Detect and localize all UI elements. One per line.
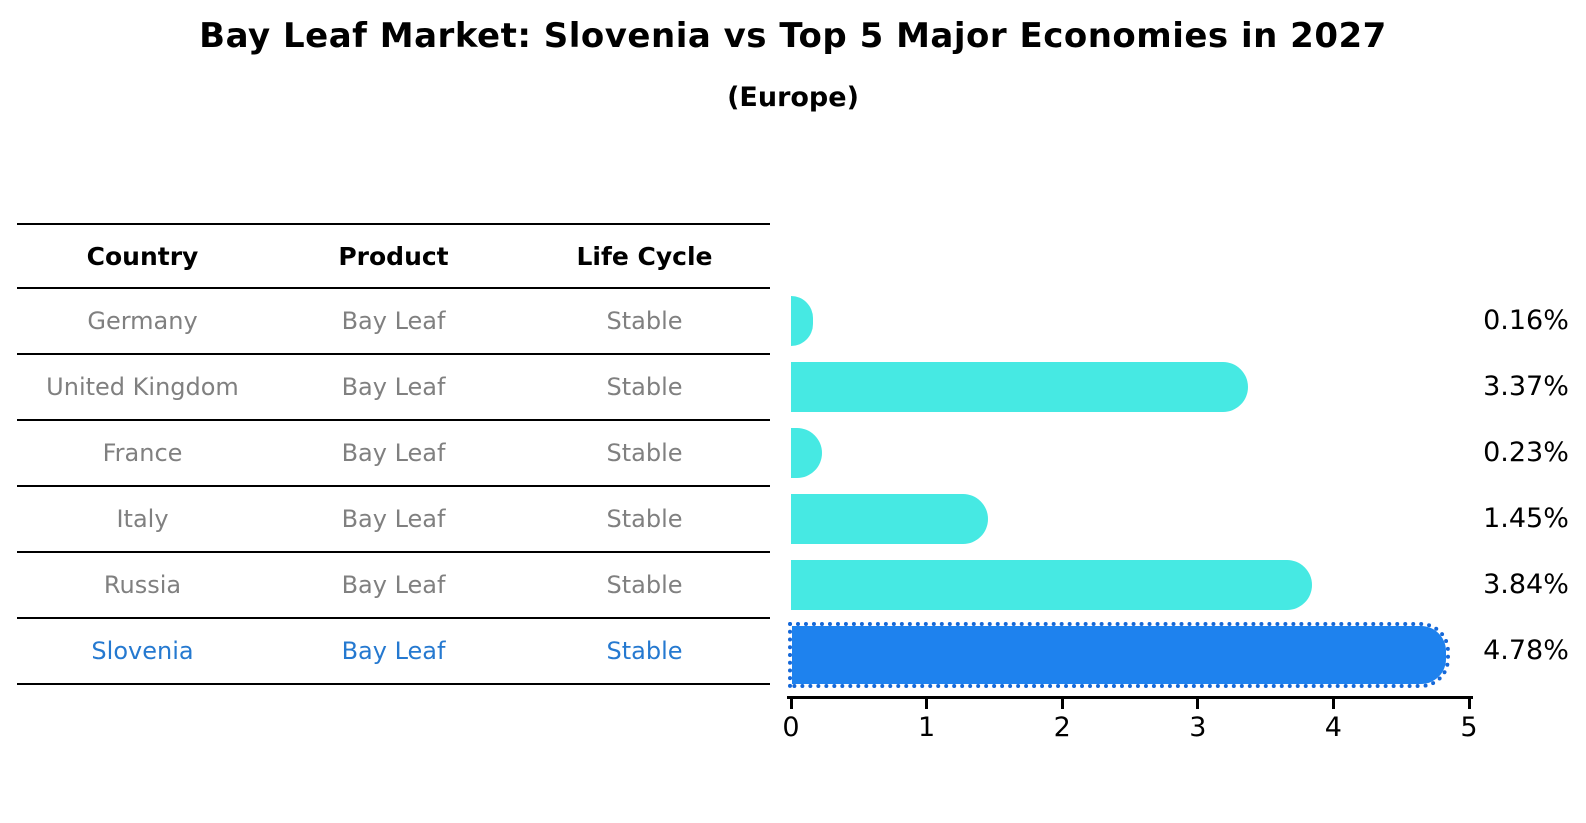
x-axis-tick: [1060, 696, 1064, 709]
bar-germany: [791, 296, 813, 346]
table-cell-product: Bay Leaf: [341, 307, 446, 335]
bar-value-label: 1.45%: [1483, 503, 1569, 534]
x-axis-tick-label: 2: [1053, 712, 1071, 743]
table-row-united-kingdom: United Kingdom Bay Leaf Stable: [17, 355, 770, 421]
table-header-row: Country Product Life Cycle: [17, 225, 770, 289]
table-cell-country: Germany: [87, 307, 198, 335]
x-axis-tick-label: 4: [1324, 712, 1342, 743]
bar-italy: [791, 494, 988, 544]
table-cell-product: Bay Leaf: [341, 637, 446, 665]
bar-value-label: 0.16%: [1483, 305, 1569, 336]
bar-slovenia: [788, 622, 1451, 688]
table-row-france: France Bay Leaf Stable: [17, 421, 770, 487]
table-row-germany: Germany Bay Leaf Stable: [17, 289, 770, 355]
bar-value-label: 3.84%: [1483, 569, 1569, 600]
table-cell-life-cycle: Stable: [606, 439, 683, 467]
table-cell-product: Bay Leaf: [341, 571, 446, 599]
x-axis-tick-label: 0: [782, 712, 800, 743]
bar-value-label: 0.23%: [1483, 437, 1569, 468]
table-cell-life-cycle: Stable: [606, 637, 683, 665]
x-axis-tick: [789, 696, 793, 709]
chart-title: Bay Leaf Market: Slovenia vs Top 5 Major…: [199, 16, 1387, 56]
table-cell-life-cycle: Stable: [606, 307, 683, 335]
x-axis-tick: [925, 696, 929, 709]
table-cell-product: Bay Leaf: [341, 439, 446, 467]
country-table: Country Product Life Cycle Germany Bay L…: [17, 223, 770, 685]
table-header-life-cycle: Life Cycle: [576, 241, 713, 271]
table-cell-life-cycle: Stable: [606, 505, 683, 533]
bar-value-label: 4.78%: [1483, 635, 1569, 666]
x-axis-tick: [1196, 696, 1200, 709]
bar-france: [791, 428, 823, 478]
table-cell-product: Bay Leaf: [341, 505, 446, 533]
chart-subtitle: (Europe): [727, 82, 859, 113]
x-axis-tick: [1331, 696, 1335, 709]
table-header-product: Product: [338, 241, 449, 271]
table-cell-country: Russia: [103, 571, 182, 599]
bar-russia: [791, 560, 1312, 610]
table-row-italy: Italy Bay Leaf Stable: [17, 487, 770, 553]
table-cell-country: Italy: [116, 505, 169, 533]
x-axis-tick-label: 5: [1460, 712, 1478, 743]
table-cell-country: United Kingdom: [46, 373, 239, 401]
table-cell-country: Slovenia: [91, 637, 194, 665]
bar-value-label: 3.37%: [1483, 371, 1569, 402]
x-axis-tick: [1467, 696, 1471, 709]
table-header-country: Country: [86, 241, 199, 271]
table-row-slovenia: Slovenia Bay Leaf Stable: [17, 619, 770, 685]
x-axis-tick-label: 3: [1189, 712, 1207, 743]
table-cell-country: France: [102, 439, 183, 467]
bar-united-kingdom: [791, 362, 1248, 412]
x-axis-line: [787, 696, 1473, 699]
table-cell-life-cycle: Stable: [606, 571, 683, 599]
table-row-russia: Russia Bay Leaf Stable: [17, 553, 770, 619]
x-axis-tick-label: 1: [918, 712, 936, 743]
table-cell-product: Bay Leaf: [341, 373, 446, 401]
table-cell-life-cycle: Stable: [606, 373, 683, 401]
